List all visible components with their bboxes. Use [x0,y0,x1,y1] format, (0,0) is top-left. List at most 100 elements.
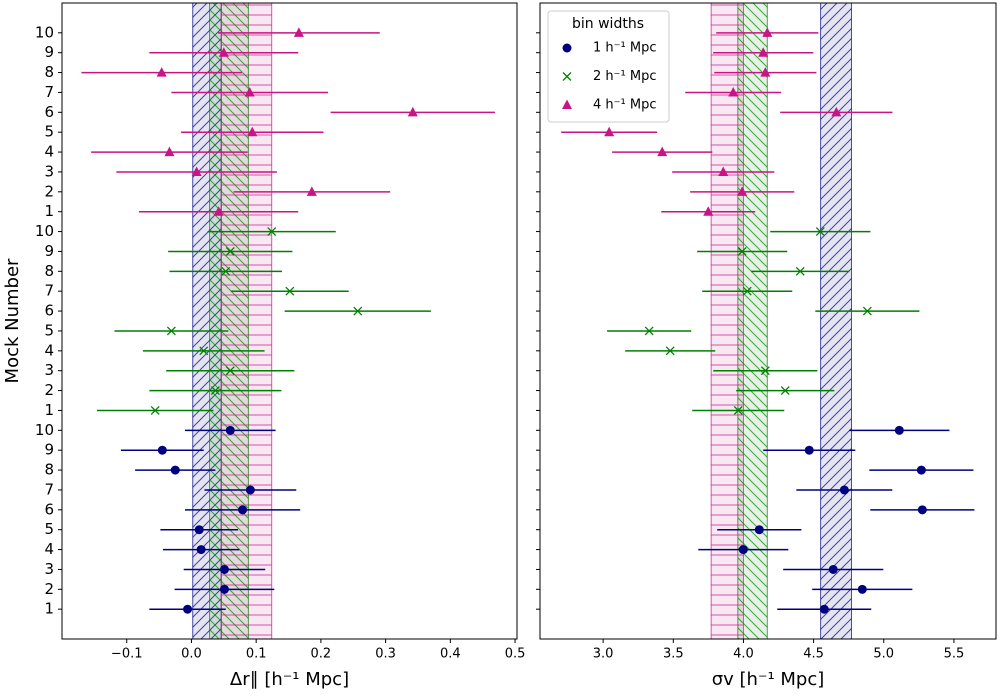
point [353,306,363,316]
point [196,545,206,555]
point [221,266,231,276]
point [644,326,654,336]
point [157,445,167,455]
x-tick-label: 0.3 [375,647,396,662]
y-tick-label: 1 [44,401,54,419]
y-tick-label: 2 [44,182,54,200]
y-tick-label: 10 [35,421,54,439]
point [191,166,202,176]
x-tick-label: 0.1 [246,647,267,662]
point [247,126,258,137]
point [758,47,769,57]
legend-label: 1 h⁻¹ Mpc [593,41,656,56]
band-hatch [820,2,852,640]
point [665,346,675,356]
point [156,67,167,77]
point [293,27,304,37]
point [733,405,743,415]
x-tick-label: 0.0 [181,647,202,662]
axes-frame [61,2,518,640]
point [245,485,255,495]
point [244,86,255,97]
point [218,47,229,57]
legend-title: bin widths [572,16,644,32]
point [703,206,714,216]
point [213,206,224,216]
y-tick-label: 8 [44,461,54,479]
point [804,445,814,455]
y-tick-label: 5 [44,123,54,141]
point [780,386,790,396]
y-tick-label: 9 [44,43,54,61]
y-tick-label: 10 [35,23,54,41]
point [828,564,838,574]
x-tick-label: 0.4 [440,647,461,662]
point [267,227,277,237]
y-tick-label: 3 [44,162,54,180]
y-tick-label: 7 [44,480,54,498]
point [737,186,748,196]
y-tick-label: 5 [44,321,54,339]
point [862,306,872,316]
point [718,166,729,176]
y-tick-label: 4 [44,143,54,161]
point [183,604,193,614]
y-tick-label: 1 [44,202,54,220]
legend-label: 2 h⁻¹ Mpc [593,69,656,84]
point [728,86,739,97]
y-tick-label: 7 [44,83,54,101]
point [742,286,752,296]
point [839,485,849,495]
y-tick-label: 9 [44,242,54,260]
legend-marker [562,43,572,53]
y-tick-label: 2 [44,580,54,598]
y-tick-label: 4 [44,540,54,558]
x-tick-label: 0.2 [311,647,332,662]
point [306,186,317,196]
legend-label: 4 h⁻¹ Mpc [593,98,656,113]
point [604,126,615,137]
band-hatch [220,2,273,640]
x-tick-label: 0.5 [505,647,526,662]
point [225,366,235,376]
x-tick-label: 5.5 [944,647,965,662]
x-axis-label: Δr∥ [h⁻¹ Mpc] [230,669,349,690]
y-tick-label: 4 [44,341,54,359]
point [219,584,229,594]
legend-marker [562,72,572,81]
x-tick-label: −0.1 [111,647,143,662]
point [917,505,927,515]
point [737,246,747,256]
point [894,425,904,435]
y-tick-label: 6 [44,103,54,121]
y-tick-label: 6 [44,500,54,518]
legend-box [547,10,670,123]
point [760,67,771,77]
point [199,346,209,356]
point [831,106,842,117]
point [762,27,773,37]
point [225,246,235,256]
point [238,505,248,515]
point [164,146,175,157]
point [760,366,770,376]
point [170,465,180,475]
x-tick-label: 3.0 [593,647,614,662]
point [407,106,418,117]
point [815,227,825,237]
y-tick-label: 9 [44,441,54,459]
y-axis-label: Mock Number [2,258,23,383]
point [194,525,204,535]
x-tick-label: 4.0 [733,647,754,662]
point [225,425,235,435]
y-tick-label: 8 [44,63,54,81]
point [795,266,805,276]
x-tick-label: 4.5 [803,647,824,662]
point [857,584,867,594]
y-tick-label: 6 [44,302,54,320]
x-axis-label: σv [h⁻¹ Mpc] [712,669,825,690]
y-tick-label: 3 [44,560,54,578]
point [166,326,176,336]
point [285,286,295,296]
